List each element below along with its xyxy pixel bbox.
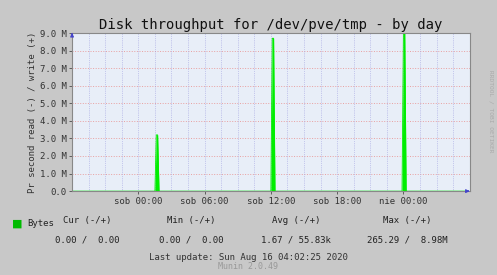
Text: 0.00 /  0.00: 0.00 / 0.00	[55, 235, 119, 244]
Text: ■: ■	[12, 219, 23, 229]
Text: Avg (-/+): Avg (-/+)	[271, 216, 320, 225]
Text: 1.67 / 55.83k: 1.67 / 55.83k	[261, 235, 331, 244]
Text: Bytes: Bytes	[27, 219, 54, 228]
Text: Last update: Sun Aug 16 04:02:25 2020: Last update: Sun Aug 16 04:02:25 2020	[149, 253, 348, 262]
Y-axis label: Pr second read (-) / write (+): Pr second read (-) / write (+)	[28, 31, 37, 193]
Text: Munin 2.0.49: Munin 2.0.49	[219, 262, 278, 271]
Text: 0.00 /  0.00: 0.00 / 0.00	[159, 235, 224, 244]
Text: Max (-/+): Max (-/+)	[383, 216, 432, 225]
Text: Min (-/+): Min (-/+)	[167, 216, 216, 225]
Text: Cur (-/+): Cur (-/+)	[63, 216, 111, 225]
Text: RRDTOOL / TOBI OETIKER: RRDTOOL / TOBI OETIKER	[488, 70, 493, 153]
Text: 265.29 /  8.98M: 265.29 / 8.98M	[367, 235, 448, 244]
Title: Disk throughput for /dev/pve/tmp - by day: Disk throughput for /dev/pve/tmp - by da…	[99, 18, 442, 32]
